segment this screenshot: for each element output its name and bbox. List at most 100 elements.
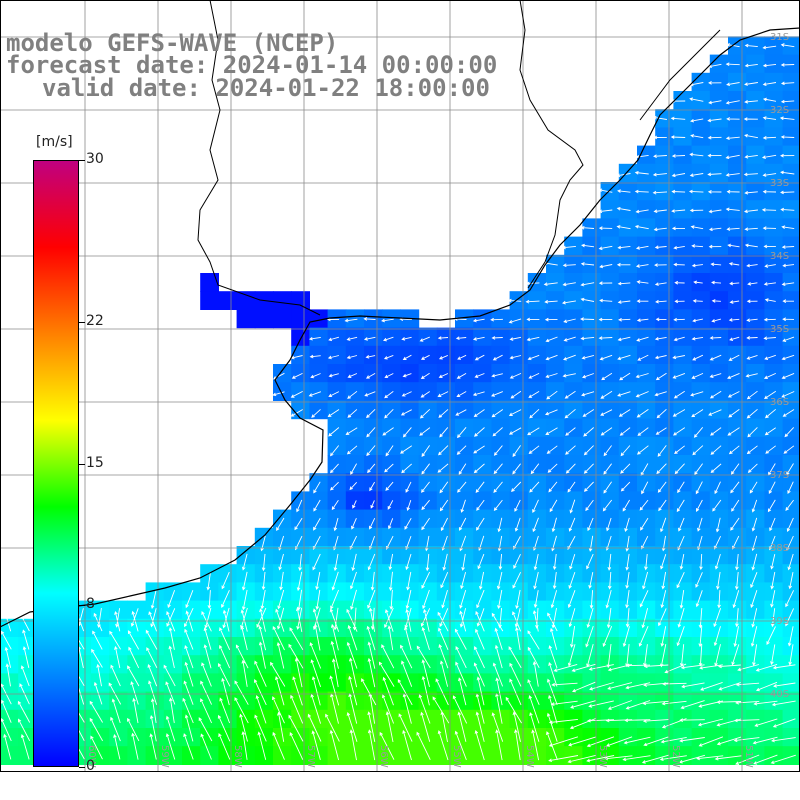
wind-cell — [382, 600, 401, 620]
wind-cell — [546, 400, 565, 420]
wind-cell — [782, 127, 800, 147]
wind-arrow — [725, 173, 740, 177]
wind-cell — [691, 182, 711, 201]
wind-arrow — [734, 571, 739, 591]
wind-cell — [309, 400, 329, 420]
wind-arrow — [762, 189, 777, 194]
wind-cell — [546, 309, 565, 329]
wind-arrow — [580, 336, 595, 341]
wind-cell — [600, 564, 620, 583]
wind-cell — [109, 600, 128, 620]
wind-arrow — [277, 589, 285, 610]
wind-cell — [709, 673, 729, 693]
wind-arrow — [752, 736, 778, 745]
wind-arrow — [581, 354, 595, 360]
colorbar-unit: [m/s] — [36, 134, 73, 150]
wind-arrow — [690, 134, 704, 139]
wind-cell — [273, 291, 292, 310]
wind-cell — [709, 637, 729, 656]
wind-arrow — [474, 427, 485, 437]
wind-arrow — [671, 209, 686, 213]
wind-arrow — [397, 678, 413, 706]
wind-arrow — [674, 463, 685, 475]
wind-cell — [473, 345, 492, 365]
wind-cell — [764, 309, 784, 329]
wind-cell — [600, 455, 620, 474]
wind-cell — [182, 582, 201, 602]
wind-arrow — [782, 299, 795, 303]
wind-cell — [564, 236, 583, 256]
wind-cell — [618, 673, 638, 693]
wind-arrow — [368, 607, 376, 632]
wind-cell — [673, 182, 693, 201]
wind-cell — [637, 600, 656, 620]
wind-arrow — [616, 206, 631, 211]
wind-cell — [473, 527, 492, 547]
wind-arrow — [149, 714, 157, 742]
wind-cell — [618, 728, 638, 747]
wind-arrow — [693, 280, 703, 285]
wind-cell — [728, 728, 747, 747]
wind-arrow — [130, 681, 139, 705]
wind-arrow — [370, 500, 375, 509]
wind-arrow — [20, 734, 30, 760]
wind-arrow — [206, 571, 211, 591]
wind-cell — [764, 36, 784, 56]
wind-arrow — [735, 553, 739, 571]
wind-arrow — [385, 711, 394, 742]
wind-arrow — [333, 553, 339, 572]
wind-arrow — [258, 625, 267, 651]
wind-arrow — [272, 731, 285, 760]
wind-arrow — [527, 354, 540, 361]
wind-cell — [163, 637, 183, 656]
wind-cell — [673, 455, 693, 474]
wind-cell — [273, 564, 292, 583]
wind-arrow — [583, 463, 594, 474]
wind-cell — [764, 127, 784, 147]
wind-arrow — [345, 427, 358, 436]
wind-arrow — [689, 173, 704, 178]
wind-cell — [509, 491, 529, 511]
wind-arrow — [387, 518, 394, 530]
wind-cell — [782, 418, 800, 438]
wind-arrow — [780, 207, 795, 212]
wind-arrow — [546, 390, 558, 400]
wind-arrow — [383, 354, 394, 360]
wind-arrow — [636, 445, 649, 455]
wind-cell — [436, 564, 456, 583]
wind-arrow — [261, 553, 266, 572]
wind-arrow — [272, 696, 285, 724]
wind-cell — [364, 382, 383, 401]
wind-arrow — [581, 243, 595, 248]
wind-cell — [400, 455, 420, 474]
wind-cell — [746, 618, 765, 638]
wind-arrow — [607, 700, 632, 710]
wind-arrow — [350, 589, 357, 610]
wind-cell — [109, 618, 128, 638]
wind-cell — [673, 418, 693, 438]
wind-cell — [782, 72, 800, 92]
wind-arrow — [366, 625, 376, 651]
wind-arrow — [89, 700, 103, 723]
lat-label: 32S — [770, 105, 789, 116]
wind-cell — [655, 436, 674, 456]
wind-cell — [218, 600, 238, 620]
wind-arrow — [475, 711, 485, 742]
wind-cell — [746, 600, 765, 620]
wind-arrow — [366, 445, 376, 457]
wind-arrow — [681, 682, 705, 689]
wind-arrow — [710, 463, 722, 474]
wind-arrow — [746, 336, 758, 340]
wind-arrow — [714, 755, 742, 761]
wind-cell — [364, 327, 383, 347]
wind-cell — [673, 127, 693, 147]
wind-cell — [400, 382, 420, 401]
wind-cell — [455, 436, 474, 456]
wind-cell — [709, 655, 729, 674]
wind-cell — [637, 527, 656, 547]
wind-cell — [382, 400, 401, 420]
wind-cell — [600, 509, 620, 529]
wind-cell — [455, 491, 474, 511]
wind-arrow — [478, 571, 485, 590]
wind-cell — [709, 163, 729, 183]
